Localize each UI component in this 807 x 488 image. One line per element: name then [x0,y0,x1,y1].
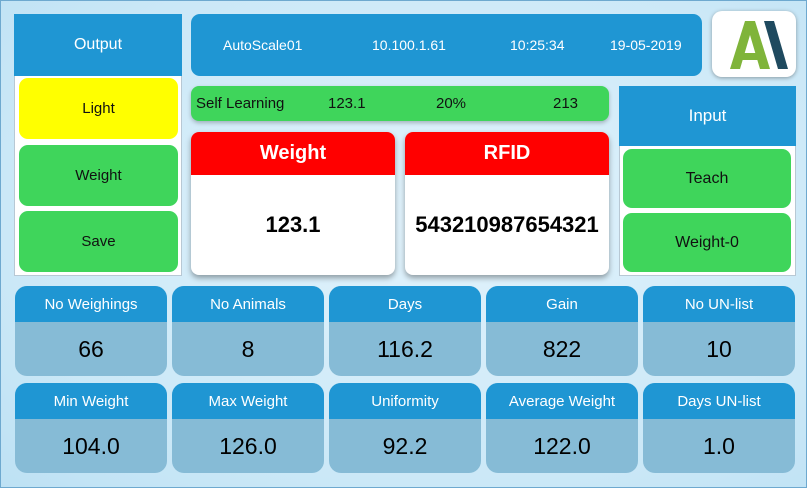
stat-label: Days [329,286,481,322]
rfid-card-title: RFID [405,132,609,175]
stat-value: 66 [78,335,104,362]
clock-time: 10:25:34 [510,37,565,53]
self-learning-percent: 20% [436,95,467,112]
input-title: Input [619,86,796,146]
stat-tile-days: Days 116.2 [329,286,481,376]
stat-tile-uniformity: Uniformity 92.2 [329,383,481,473]
stat-value: 122.0 [533,432,591,459]
weight-card: Weight 123.1 [191,132,395,275]
brand-logo-icon [712,11,796,77]
self-learning-count: 213 [553,95,579,112]
stat-label: Uniformity [329,383,481,419]
save-button[interactable]: Save [19,211,178,272]
stat-label: Gain [486,286,638,322]
stat-value: 10 [706,335,732,362]
stat-label: Min Weight [15,383,167,419]
stat-value: 116.2 [377,335,433,362]
weight-output-button[interactable]: Weight [19,145,178,206]
teach-button[interactable]: Teach [623,149,791,208]
ip-address: 10.100.1.61 [372,37,446,53]
self-learning-bar: Self Learning 123.1 20% 213 [191,86,609,121]
stat-value: 92.2 [382,432,428,459]
stat-label: No UN-list [643,286,795,322]
device-info-bar: AutoScale01 10.100.1.61 10:25:34 19-05-2… [191,14,702,76]
self-learning-label: Self Learning [196,95,285,112]
weight-card-value: 123.1 [265,212,321,237]
stat-value: 126.0 [219,432,277,459]
weight-zero-button[interactable]: Weight-0 [623,213,791,272]
stat-label: Max Weight [172,383,324,419]
stat-label: No Weighings [15,286,167,322]
rfid-card-value: 543210987654321 [415,212,599,237]
stat-tile-gain: Gain 822 [486,286,638,376]
weight-card-title: Weight [191,132,395,175]
stat-tile-min-weight: Min Weight 104.0 [15,383,167,473]
stat-label: Average Weight [486,383,638,419]
stat-tile-no-animals: No Animals 8 [172,286,324,376]
stat-value: 104.0 [62,432,120,459]
stat-value: 8 [241,335,255,362]
rfid-card: RFID 543210987654321 [405,132,609,275]
stat-tile-max-weight: Max Weight 126.0 [172,383,324,473]
stat-tile-average-weight: Average Weight 122.0 [486,383,638,473]
light-button[interactable]: Light [19,78,178,139]
device-name: AutoScale01 [223,37,303,53]
stat-tile-no-weighings: No Weighings 66 [15,286,167,376]
stat-value: 822 [542,335,582,362]
stat-value: 1.0 [703,432,735,459]
stat-tile-days-un-list: Days UN-list 1.0 [643,383,795,473]
output-title: Output [14,14,182,76]
stat-label: Days UN-list [643,383,795,419]
current-date: 19-05-2019 [610,37,682,53]
stat-tile-no-un-list: No UN-list 10 [643,286,795,376]
stat-label: No Animals [172,286,324,322]
self-learning-value: 123.1 [328,95,366,112]
